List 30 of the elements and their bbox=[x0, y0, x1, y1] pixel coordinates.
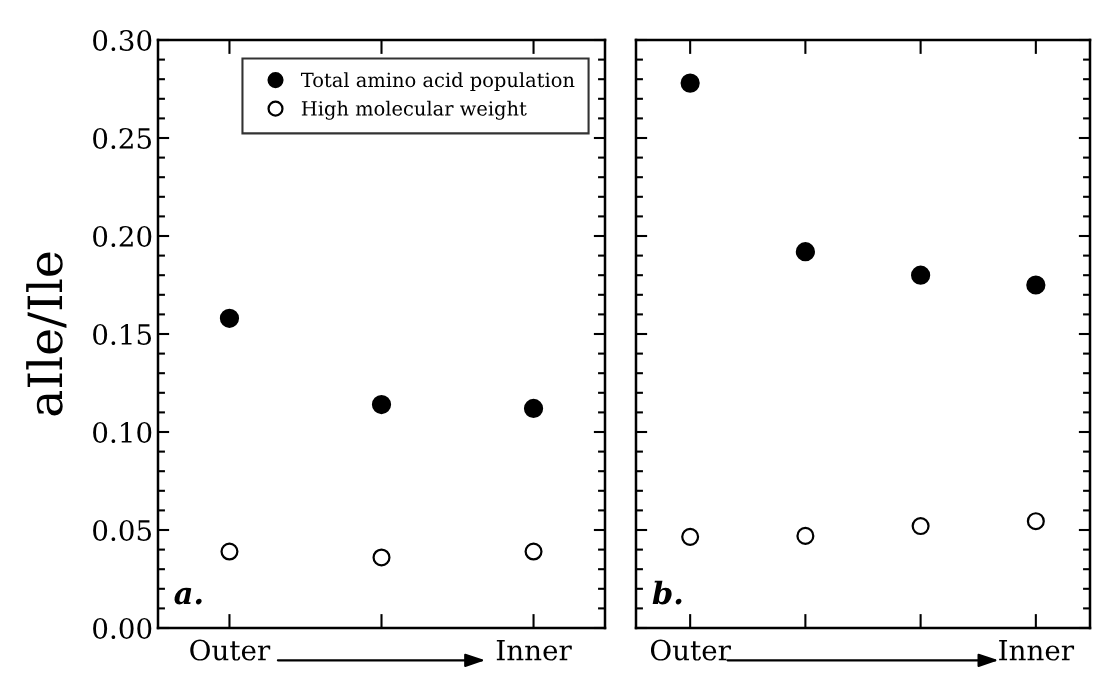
point bbox=[372, 548, 391, 567]
point bbox=[796, 526, 815, 545]
point bbox=[371, 394, 392, 415]
x-tick-label: Inner bbox=[999, 639, 1075, 661]
point bbox=[220, 542, 239, 561]
y-axis-title: aIle/Ile bbox=[26, 252, 67, 416]
y-tick-label: 0.00 bbox=[93, 617, 152, 639]
annotation: b. bbox=[652, 580, 682, 605]
y-tick-label: 0.10 bbox=[93, 421, 152, 443]
annotation: a. bbox=[174, 587, 202, 605]
x-tick-label: Inner bbox=[496, 639, 572, 661]
point bbox=[1026, 275, 1046, 295]
point bbox=[1026, 512, 1045, 531]
legend-label: Total amino acid population bbox=[300, 72, 575, 91]
point bbox=[795, 242, 815, 262]
point bbox=[524, 542, 543, 561]
point bbox=[680, 73, 700, 93]
point bbox=[523, 398, 544, 419]
y-tick-label: 0.30 bbox=[93, 29, 152, 51]
point bbox=[911, 517, 930, 536]
y-tick-label: 0.20 bbox=[93, 225, 152, 247]
x-tick-label: Outer bbox=[190, 639, 271, 661]
legend-label: High molecular weight bbox=[301, 100, 527, 120]
y-tick-label: 0.15 bbox=[93, 323, 151, 345]
point bbox=[681, 527, 700, 546]
point bbox=[219, 308, 240, 328]
point bbox=[911, 265, 931, 285]
y-tick-label: 0.25 bbox=[93, 127, 151, 149]
x-tick-label: Outer bbox=[650, 639, 731, 661]
y-tick-label: 0.05 bbox=[93, 519, 151, 541]
